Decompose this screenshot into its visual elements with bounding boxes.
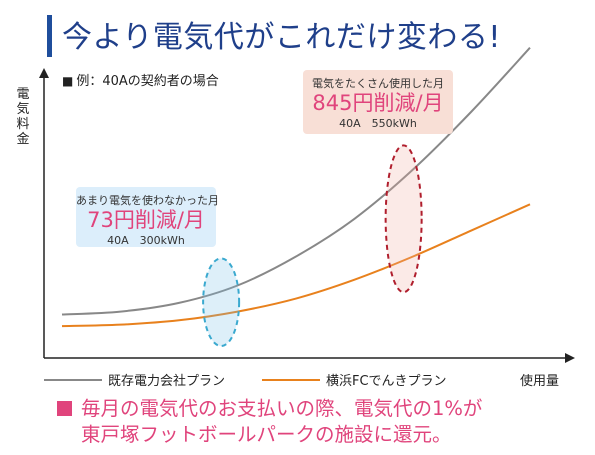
footer-line-2: 東戸塚フットボールパークの施設に還元。: [81, 423, 452, 446]
y-axis-arrow-icon: [39, 68, 49, 78]
callout-high-amount: 845円削減/月: [312, 91, 444, 115]
square-bullet-icon: [57, 401, 72, 416]
example-note: ■ 例：40Aの契約者の場合: [62, 70, 219, 89]
legend-label-yokohama: 横浜FCでんきプラン: [326, 374, 447, 389]
example-label: 例：40Aの契約者の場合: [76, 74, 219, 89]
chart-series: [61, 47, 531, 328]
callout-high-detail: 40A 550kWh: [339, 117, 417, 130]
callout-low-usage: あまり電気を使わなかった月 73円削減/月 40A 300kWh: [76, 187, 219, 247]
highlight-ellipse-low: [202, 257, 241, 348]
square-bullet-icon: ■: [62, 74, 74, 88]
series-line-yokohama: [61, 203, 531, 328]
callout-high-usage: 電気をたくさん使用した月 845円削減/月 40A 550kWh: [303, 70, 453, 134]
x-axis-label: 使用量: [520, 374, 560, 389]
series-line-existing: [61, 47, 531, 316]
footer-note: 毎月の電気代のお支払いの際、電気代の1%が 東戸塚フットボールパークの施設に還元…: [57, 396, 482, 448]
legend-label-existing: 既存電力会社プラン: [108, 374, 226, 389]
callout-low-caption: あまり電気を使わなかった月: [76, 194, 219, 207]
legend-swatch-existing: [44, 379, 102, 381]
y-axis-label: 電気料金: [16, 87, 30, 147]
highlight-ellipse-high: [384, 144, 423, 294]
legend-swatch-yokohama: [262, 379, 320, 381]
footer-line-1: 毎月の電気代のお支払いの際、電気代の1%が: [81, 397, 483, 420]
page-title: 今より電気代がこれだけ変わる!: [62, 20, 501, 55]
title-accent-bar: [47, 15, 52, 57]
chart-axes: [39, 68, 575, 363]
callout-low-detail: 40A 300kWh: [107, 234, 185, 247]
chart-legend: 既存電力会社プラン 横浜FCでんきプラン: [0, 370, 595, 390]
callout-low-amount: 73円削減/月: [87, 208, 205, 232]
chart-highlights: [202, 144, 423, 348]
callout-high-caption: 電気をたくさん使用した月: [312, 77, 444, 90]
x-axis-arrow-icon: [565, 353, 575, 363]
